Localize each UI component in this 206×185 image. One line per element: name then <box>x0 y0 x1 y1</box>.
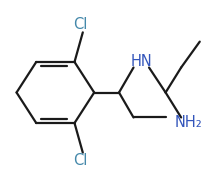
Text: Cl: Cl <box>73 17 88 33</box>
Text: Cl: Cl <box>73 152 88 168</box>
Text: NH₂: NH₂ <box>174 115 202 130</box>
Text: HN: HN <box>130 54 152 70</box>
